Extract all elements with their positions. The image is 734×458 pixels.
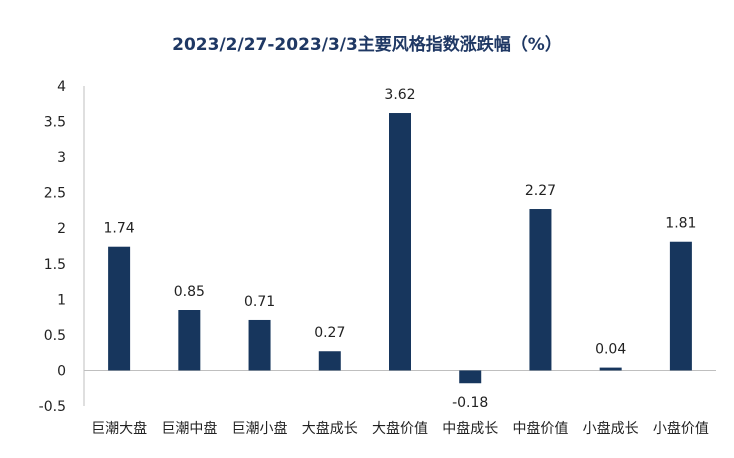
category-label: 巨潮大盘 [91,420,147,437]
data-label: 2.27 [525,183,556,199]
y-tick-label: -0.5 [39,399,66,415]
bar [389,113,411,371]
data-label: -0.18 [452,395,488,411]
bar [318,351,341,371]
data-label: 0.04 [595,342,626,358]
y-tick-label: 1 [57,292,66,308]
category-label: 巨潮中盘 [161,420,217,437]
y-tick-label: 0.5 [44,328,66,344]
data-label: 0.71 [244,294,275,310]
data-label: 0.27 [314,325,345,341]
data-label: 0.85 [174,284,205,300]
bar [669,241,692,371]
y-tick-label: 2 [57,221,66,237]
category-label: 小盘成长 [583,420,639,437]
data-label: 3.62 [384,87,415,103]
category-label: 小盘价值 [653,420,709,437]
bar [599,367,622,371]
y-tick-label: 3 [57,150,66,166]
chart-title: 2023/2/27-2023/3/3主要风格指数涨跌幅（%） [172,35,562,55]
bar [108,246,131,371]
y-tick-label: 1.5 [44,257,66,273]
category-label: 巨潮小盘 [232,420,288,437]
y-tick-label: 2.5 [44,186,66,202]
category-label: 中盘成长 [442,420,498,437]
data-label: 1.81 [665,216,696,232]
bar [248,319,271,371]
bar [178,310,201,371]
category-label: 大盘价值 [372,420,428,437]
y-tick-label: 4 [57,79,66,95]
bar [459,370,482,384]
y-tick-label: 0 [57,363,66,379]
y-tick-label: 3.5 [44,115,66,131]
bar [529,209,552,371]
data-label: 1.74 [104,221,135,237]
category-label: 大盘成长 [302,420,358,437]
category-label: 中盘价值 [512,420,568,437]
